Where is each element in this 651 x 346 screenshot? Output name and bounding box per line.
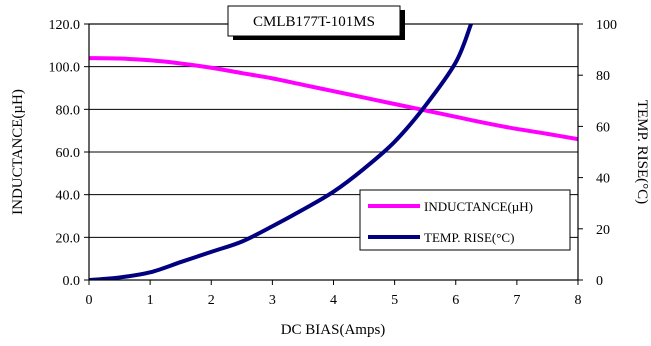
x-tick-label: 1	[147, 293, 154, 308]
y-right-tick-label: 80	[596, 69, 610, 84]
chart-title: CMLB177T-101MS	[253, 14, 375, 30]
y-left-tick-label: 0.0	[63, 274, 81, 289]
y-right-tick-label: 40	[596, 172, 610, 187]
x-axis-title: DC BIAS(Amps)	[281, 322, 386, 338]
chart-title-box: CMLB177T-101MS	[227, 5, 405, 40]
y-right-tick-label: 0	[596, 274, 603, 289]
x-tick-label: 7	[513, 293, 520, 308]
y-left-tick-label: 40.0	[56, 189, 81, 204]
legend: INDUCTANCE(µH) TEMP. RISE(°C)	[359, 189, 571, 251]
x-tick-label: 6	[452, 293, 459, 308]
y-left-tick-label: 20.0	[56, 231, 81, 246]
series-line-temp-rise	[89, 24, 474, 280]
y-left-axis-title: INDUCTANCE(µH)	[10, 89, 26, 215]
x-tick-label: 4	[330, 293, 337, 308]
y-left-tick-label: 80.0	[56, 103, 81, 118]
y-right-tick-label: 100	[596, 18, 617, 33]
y-right-tick-label: 60	[596, 120, 610, 135]
y-left-tick-label: 120.0	[49, 18, 81, 33]
y-left-tick-label: 100.0	[49, 61, 81, 76]
legend-label-inductance: INDUCTANCE(µH)	[424, 199, 533, 214]
x-tick-label: 8	[575, 293, 582, 308]
y-right-tick-label: 20	[596, 223, 610, 238]
axes: 0.020.040.060.080.0100.0120.002040608010…	[49, 18, 618, 308]
x-tick-label: 0	[86, 293, 93, 308]
legend-label-temp-rise: TEMP. RISE(°C)	[424, 230, 514, 245]
series-layer	[89, 24, 578, 280]
series-line-inductance	[89, 56, 578, 142]
x-tick-label: 3	[269, 293, 276, 308]
y-right-axis-title: TEMP. RISE(°C)	[634, 100, 650, 204]
y-left-tick-label: 60.0	[56, 146, 81, 161]
x-tick-label: 5	[391, 293, 398, 308]
x-tick-label: 2	[208, 293, 215, 308]
legend-box	[359, 189, 571, 251]
